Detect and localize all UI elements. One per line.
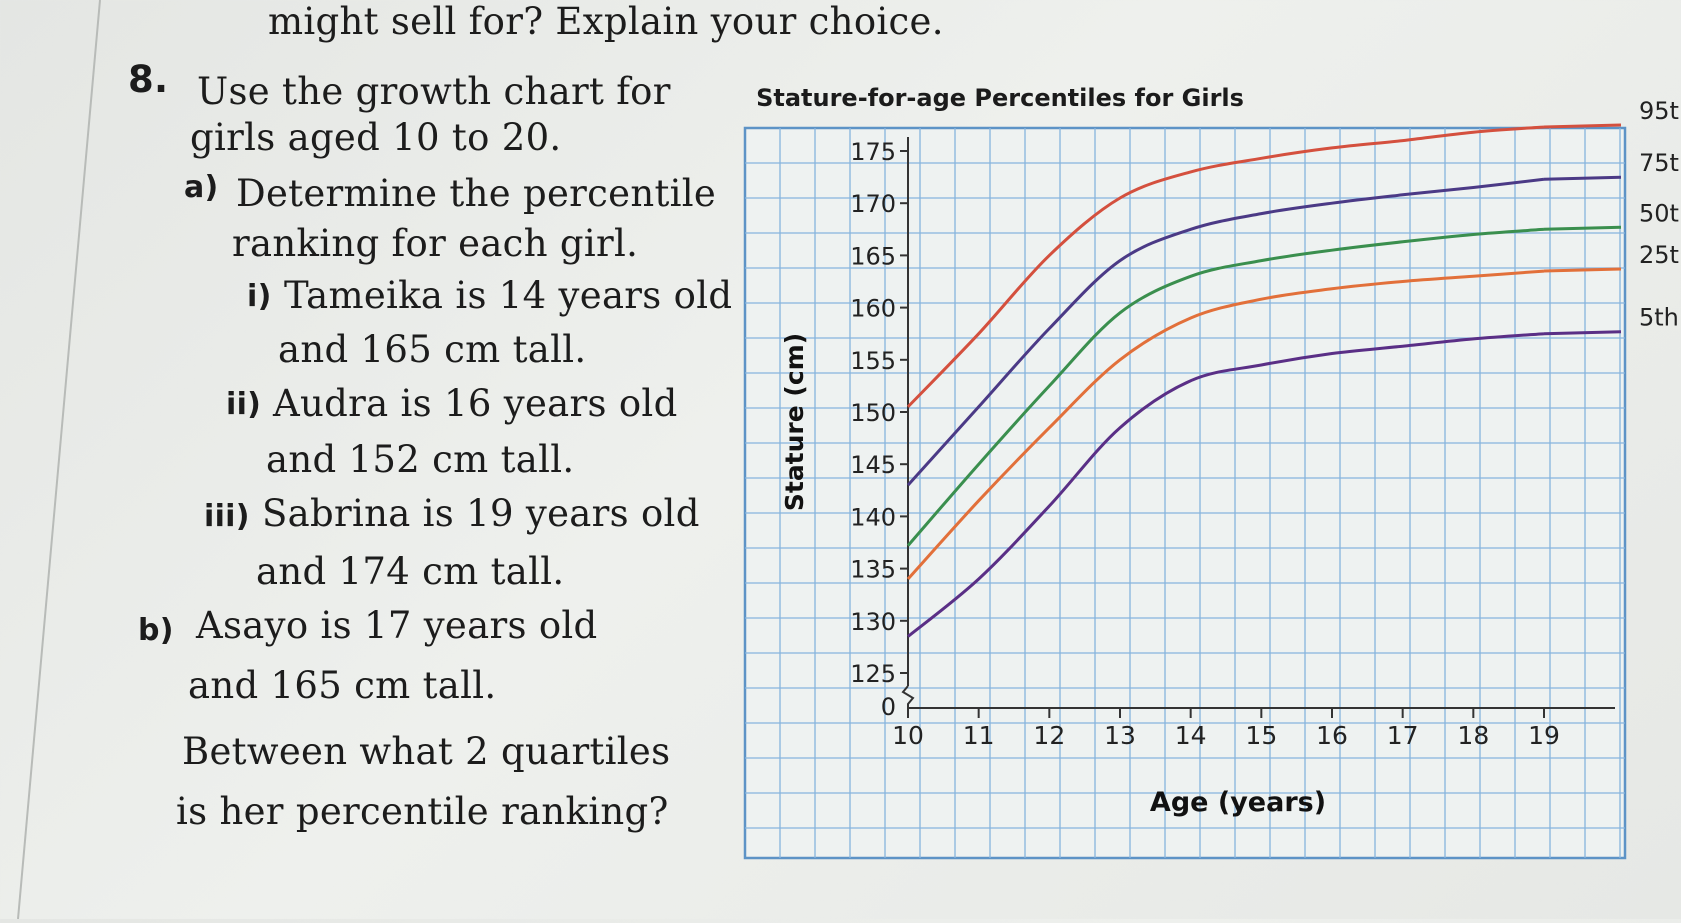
x-axis-label: Age (years) [1150,787,1326,818]
part-ii-line-2: and 152 cm tall. [266,438,575,481]
previous-question-line: might sell for? Explain your choice. [268,0,944,43]
series-line-5th [907,332,1545,638]
x-tick-label: 18 [1457,721,1489,750]
y-tick-label: 175 [850,138,896,166]
part-a-line-2: ranking for each girl. [232,222,639,265]
x-tick-label: 11 [963,721,995,750]
series-extension-50th [1543,225,1622,231]
part-i-line-1: Tameika is 14 years old [284,274,733,317]
y-tick-label: 165 [850,242,896,270]
part-ii-line-1: Audra is 16 years old [273,382,678,425]
chart-title: Stature-for-age Percentiles for Girls [756,84,1244,112]
part-b-line-3: Between what 2 quartiles [182,730,671,773]
y-tick-label: 160 [850,295,896,323]
y-tick-label: 170 [850,190,896,218]
part-iii-line-2: and 174 cm tall. [256,550,565,593]
question-number: 8. [128,58,169,101]
y-tick-label: 135 [850,556,896,584]
part-a-label: a) [184,170,219,205]
series-label-50th: 50th [1639,199,1681,227]
y-tick-label: 155 [850,347,896,375]
problem-text: might sell for? Explain your choice. 8. … [0,0,944,919]
x-tick-label: 12 [1033,721,1065,750]
series-line-75th [906,177,1545,487]
x-tick-label: 14 [1175,721,1207,750]
part-ii-label: ii) [226,387,262,422]
x-tick-label: 13 [1104,721,1136,750]
intro-line-2: girls aged 10 to 20. [190,116,562,159]
y-axis-break [901,685,915,708]
chart-frame [743,126,1627,860]
page-fold-line [17,0,101,919]
part-i-label: i) [247,279,272,314]
y-zero-label: 0 [881,693,896,721]
series-extension-75th [1543,175,1622,181]
series-extension-95th [1543,123,1622,129]
series-label-75th: 75th [1639,149,1681,177]
part-b-label: b) [138,613,174,648]
series-label-95th: 95th [1639,97,1681,125]
x-tick-label: 15 [1245,721,1277,750]
part-i-line-2: and 165 cm tall. [278,328,587,371]
series-extension-25th [1543,267,1622,273]
y-axis-label: Stature (cm) [780,333,809,511]
x-tick-label: 10 [892,721,924,750]
x-tick-label: 16 [1316,721,1348,750]
intro-line-1: Use the growth chart for [197,70,671,113]
part-b-line-4: is her percentile ranking? [176,790,669,833]
part-a-line-1: Determine the percentile [236,172,717,215]
part-iii-line-1: Sabrina is 19 years old [262,492,700,535]
y-tick-label: 140 [850,503,896,531]
y-tick-label: 130 [850,608,896,636]
y-tick-label: 125 [850,660,896,688]
series-label-25th: 25th [1639,241,1681,269]
series-line-25th [906,269,1545,581]
part-b-line-1: Asayo is 17 years old [196,604,598,647]
x-tick-label: 17 [1387,721,1419,750]
series-line-95th [906,125,1545,408]
series-extension-5th [1543,330,1622,336]
series-line-50th [906,227,1545,547]
y-tick-label: 145 [850,451,896,479]
series-label-5th: 5th [1639,304,1679,332]
part-b-line-2: and 165 cm tall. [188,664,497,707]
part-iii-label: iii) [204,499,250,534]
x-tick-label: 19 [1528,721,1560,750]
y-tick-label: 150 [850,399,896,427]
